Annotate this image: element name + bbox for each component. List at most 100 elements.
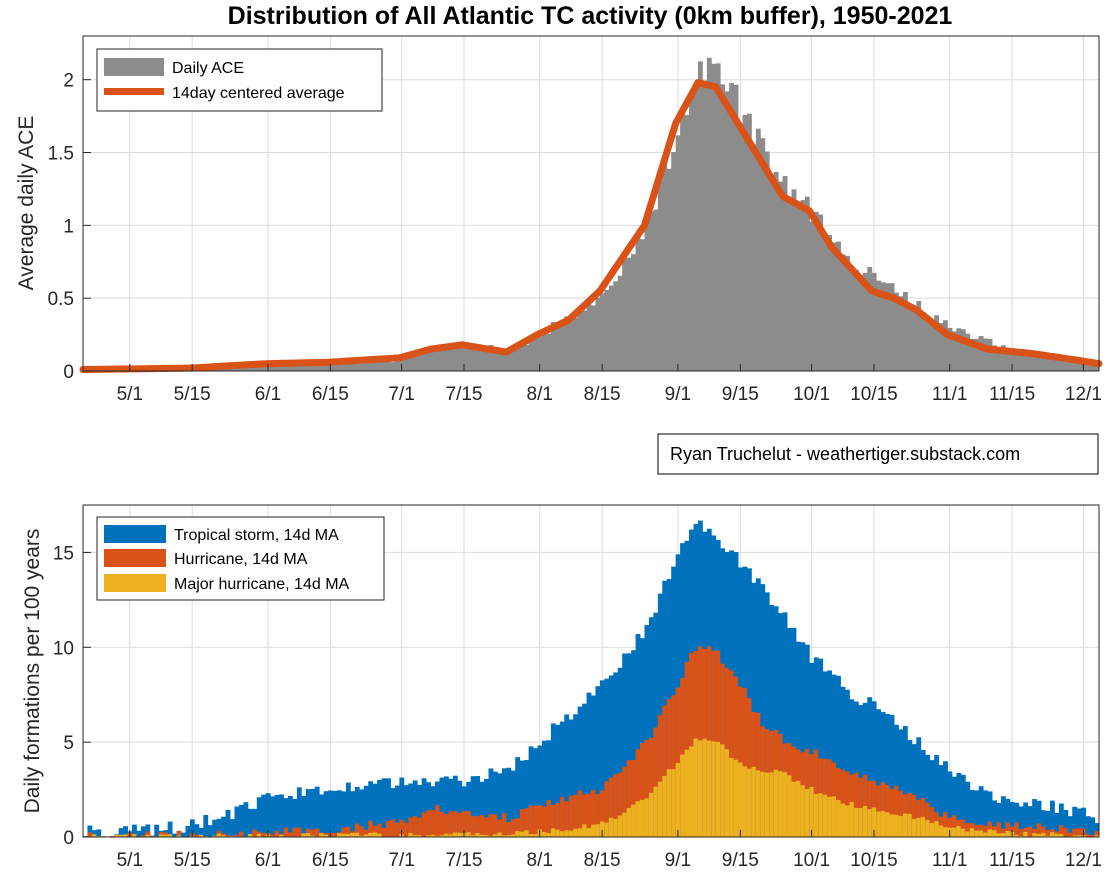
major-hurricane-bar xyxy=(541,831,547,837)
hurricane-bar xyxy=(412,816,418,837)
daily-ace-bar xyxy=(484,349,489,371)
daily-ace-bar xyxy=(1090,363,1095,371)
hurricane-bar xyxy=(1085,834,1091,837)
tropical-storm-bar xyxy=(568,719,574,837)
daily-ace-bar xyxy=(684,114,690,371)
hurricane-bar xyxy=(515,818,521,837)
x-tick-label: 7/15 xyxy=(446,850,483,871)
tropical-storm-bar xyxy=(310,788,316,837)
daily-ace-bar xyxy=(635,231,641,371)
daily-ace-bar xyxy=(381,358,387,371)
tropical-storm-bar xyxy=(898,729,904,837)
tropical-storm-bar xyxy=(956,772,962,837)
daily-ace-bar xyxy=(960,329,966,371)
tropical-storm-bar xyxy=(377,779,382,837)
major-hurricane-bar xyxy=(738,762,743,837)
daily-ace-bar xyxy=(1054,359,1060,371)
credit-box: Ryan Truchelut - weathertiger.substack.c… xyxy=(657,433,1099,475)
tropical-storm-bar xyxy=(782,612,788,837)
tropical-storm-bar xyxy=(123,826,128,837)
tropical-storm-bar xyxy=(261,794,267,837)
tropical-storm-bar xyxy=(189,819,195,837)
hurricane-bar xyxy=(354,823,360,837)
daily-ace-bar xyxy=(640,239,645,371)
daily-ace-bar xyxy=(1032,350,1038,371)
daily-ace-bar xyxy=(283,364,289,371)
daily-ace-bar xyxy=(631,254,636,371)
tropical-storm-bar xyxy=(760,584,766,837)
daily-ace-bar xyxy=(1005,347,1011,371)
hurricane-bar xyxy=(435,805,440,837)
daily-ace-bar xyxy=(426,350,431,371)
daily-ace-bar xyxy=(332,362,338,371)
major-hurricane-bar xyxy=(114,834,120,837)
major-hurricane-bar xyxy=(212,835,218,837)
hurricane-bar xyxy=(546,800,552,837)
daily-ace-bar xyxy=(858,274,864,371)
major-hurricane-bar xyxy=(608,817,614,837)
daily-ace-bar xyxy=(804,196,810,371)
daily-ace-bar xyxy=(501,348,507,371)
daily-ace-bar xyxy=(969,338,975,371)
daily-ace-bar xyxy=(1014,351,1020,371)
daily-ace-bar xyxy=(368,360,374,371)
tropical-storm-bar xyxy=(582,703,587,837)
hurricane-bar xyxy=(577,790,583,837)
daily-ace-bar xyxy=(497,349,503,371)
major-hurricane-bar xyxy=(1094,835,1100,837)
tropical-storm-bar xyxy=(1085,816,1091,837)
daily-ace-bar xyxy=(528,336,534,371)
x-tick-label: 12/1 xyxy=(1065,384,1102,405)
formations-stacked-bars xyxy=(83,520,1100,837)
tropical-storm-bar xyxy=(439,777,445,837)
tropical-storm-bar xyxy=(836,675,841,837)
hurricane-bar xyxy=(238,831,244,837)
hurricane-bar xyxy=(408,817,414,837)
legend-label-major-hurricane: Major hurricane, 14d MA xyxy=(174,576,350,593)
hurricane-bar xyxy=(109,835,115,837)
hurricane-bar xyxy=(911,794,917,837)
hurricane-bar xyxy=(341,827,347,837)
tropical-storm-bar xyxy=(524,760,530,837)
daily-ace-bar xyxy=(230,367,235,371)
legend-swatch-major-hurricane xyxy=(104,574,166,592)
daily-ace-bar xyxy=(1036,352,1042,371)
hurricane-bar xyxy=(363,829,369,837)
tropical-storm-bar xyxy=(408,783,414,837)
daily-ace-bar xyxy=(466,346,472,371)
hurricane-bar xyxy=(894,785,899,837)
tropical-storm-bar xyxy=(118,828,124,837)
hurricane-bar xyxy=(448,811,454,837)
major-hurricane-bar xyxy=(680,754,685,837)
hurricane-bar xyxy=(613,774,619,837)
hurricane-bar xyxy=(314,828,320,837)
hurricane-bar xyxy=(947,817,953,837)
tropical-storm-bar xyxy=(987,791,993,837)
hurricane-bar xyxy=(484,817,489,837)
tropical-storm-bar xyxy=(862,702,868,837)
daily-ace-bar xyxy=(252,366,258,371)
daily-ace-bar xyxy=(675,135,681,371)
daily-ace-bar xyxy=(310,361,316,371)
daily-ace-bar xyxy=(524,344,530,371)
hurricane-bar xyxy=(960,819,966,837)
daily-ace-bar xyxy=(751,144,757,371)
tropical-storm-bar xyxy=(87,825,93,837)
legend-swatch-tropical-storm xyxy=(104,525,166,543)
ace-panel: 5/1 5/15 6/1 6/15 7/1 7/15 8/1 8/15 9/1 9/15 10/1 1… xyxy=(15,35,1103,405)
hurricane-bar xyxy=(568,795,574,837)
major-hurricane-bar xyxy=(849,801,855,837)
y-tick-label: 10 xyxy=(53,638,74,659)
daily-ace-bar xyxy=(608,285,614,371)
daily-ace-bar xyxy=(885,283,890,371)
tropical-storm-bar xyxy=(198,827,204,837)
daily-ace-bar xyxy=(350,363,356,371)
major-hurricane-bar xyxy=(247,833,253,837)
tropical-storm-bar xyxy=(354,787,360,837)
daily-ace-bar xyxy=(439,345,445,371)
tropical-storm-bar xyxy=(938,765,944,837)
tropical-storm-bar xyxy=(136,830,142,837)
x-tick-label: 8/15 xyxy=(584,384,621,405)
tropical-storm-bar xyxy=(283,798,289,837)
daily-ace-bar xyxy=(1049,353,1055,371)
